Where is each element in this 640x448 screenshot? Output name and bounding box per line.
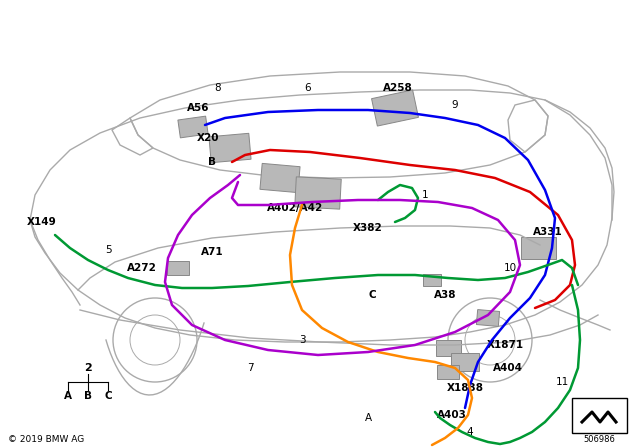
Text: A272: A272 — [127, 263, 157, 273]
Text: 8: 8 — [214, 83, 221, 93]
Text: 9: 9 — [452, 100, 458, 110]
Text: 10: 10 — [504, 263, 516, 273]
Text: 4: 4 — [467, 427, 474, 437]
Bar — [178, 116, 208, 138]
Text: 11: 11 — [556, 377, 568, 387]
Bar — [372, 90, 419, 126]
Text: 5: 5 — [105, 245, 111, 255]
Text: 1: 1 — [422, 190, 428, 200]
Bar — [435, 340, 461, 356]
Text: A: A — [364, 413, 372, 423]
Text: A402/A42: A402/A42 — [267, 203, 323, 213]
Text: B: B — [84, 391, 92, 401]
Text: A71: A71 — [201, 247, 223, 257]
Text: A38: A38 — [434, 290, 456, 300]
Text: A56: A56 — [187, 103, 209, 113]
Text: © 2019 BMW AG: © 2019 BMW AG — [8, 435, 84, 444]
Bar — [167, 261, 189, 275]
Bar — [476, 310, 500, 327]
Text: 3: 3 — [299, 335, 305, 345]
Bar — [437, 365, 459, 379]
Text: 7: 7 — [246, 363, 253, 373]
Bar — [451, 353, 479, 371]
Text: 2: 2 — [84, 363, 92, 373]
Bar — [572, 398, 627, 433]
Text: X382: X382 — [353, 223, 383, 233]
Text: A331: A331 — [533, 227, 563, 237]
Text: B: B — [208, 157, 216, 167]
Text: X149: X149 — [27, 217, 57, 227]
Text: 6: 6 — [305, 83, 311, 93]
Text: X1871: X1871 — [486, 340, 524, 350]
Text: 506986: 506986 — [584, 435, 616, 444]
Text: C: C — [368, 290, 376, 300]
Text: C: C — [104, 391, 112, 401]
Bar — [295, 177, 341, 209]
Text: X20: X20 — [196, 133, 220, 143]
Text: A: A — [64, 391, 72, 401]
Bar — [209, 134, 251, 163]
Bar — [423, 274, 441, 286]
Text: A403: A403 — [437, 410, 467, 420]
Bar — [520, 237, 556, 259]
Text: A404: A404 — [493, 363, 523, 373]
Text: X1838: X1838 — [447, 383, 483, 393]
Text: A258: A258 — [383, 83, 413, 93]
Bar — [260, 164, 300, 193]
